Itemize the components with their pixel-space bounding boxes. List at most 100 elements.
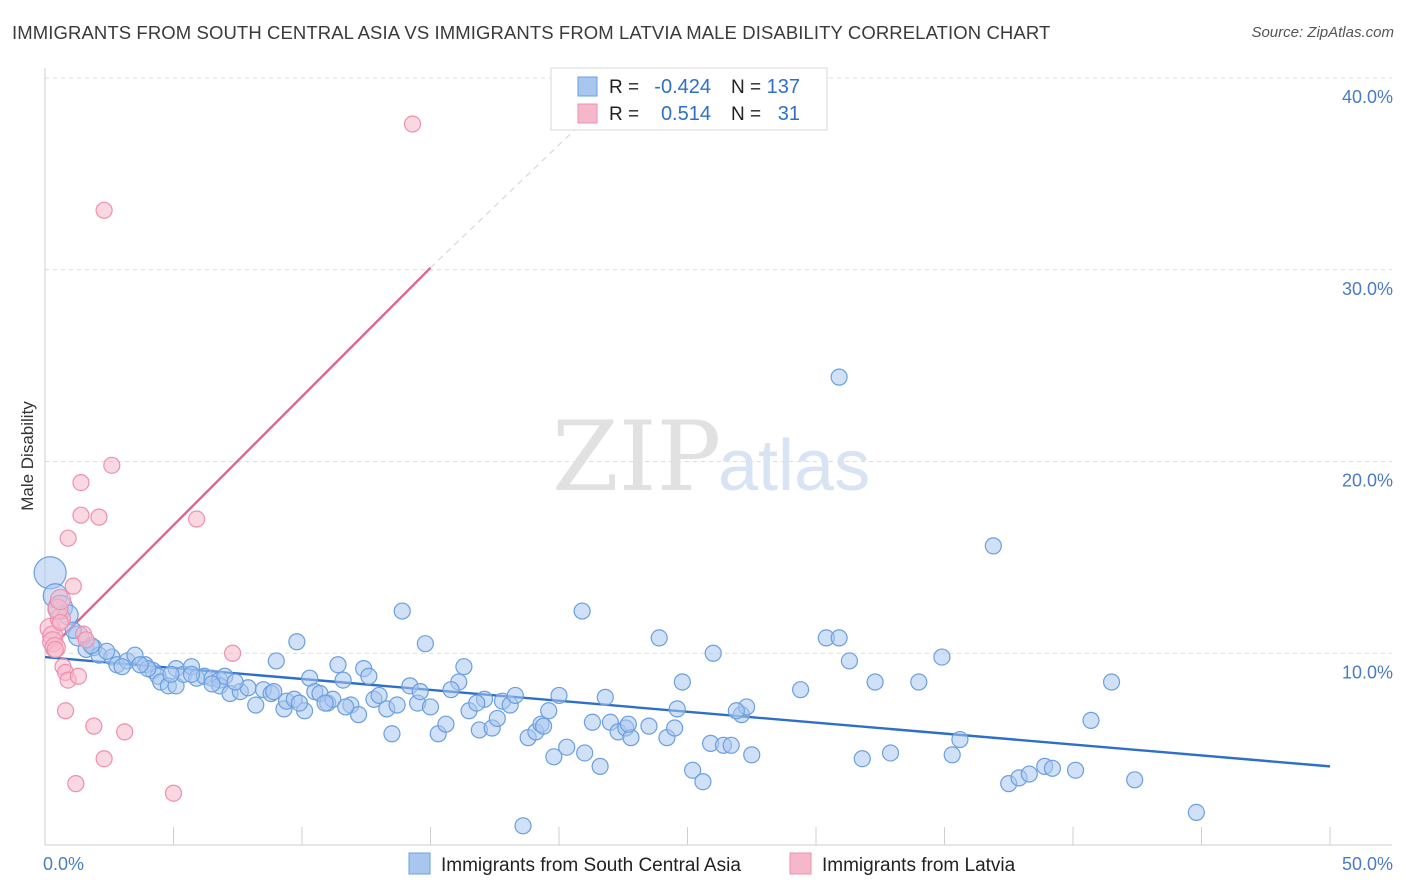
point-south-central-asia xyxy=(1126,771,1144,789)
point-south-central-asia xyxy=(933,648,951,666)
point-south-central-asia xyxy=(1102,673,1121,691)
y-tick-label: 10.0% xyxy=(1342,662,1393,682)
legend-swatch-latvia xyxy=(577,103,598,124)
point-latvia xyxy=(51,613,70,632)
point-south-central-asia xyxy=(514,817,532,835)
point-south-central-asia xyxy=(455,658,473,676)
legend-r-label: R = xyxy=(609,77,639,98)
trend-line-latvia xyxy=(46,266,432,653)
point-south-central-asia xyxy=(393,602,411,620)
point-south-central-asia xyxy=(113,658,131,676)
point-south-central-asia xyxy=(1043,759,1062,777)
point-south-central-asia xyxy=(1187,803,1205,822)
legend-swatch-south-central-asia xyxy=(408,852,431,875)
data-points xyxy=(33,115,1205,835)
trend-line-extension xyxy=(430,119,586,269)
point-south-central-asia xyxy=(162,665,180,683)
point-south-central-asia xyxy=(650,629,668,647)
point-south-central-asia xyxy=(583,713,602,731)
point-south-central-asia xyxy=(550,686,568,705)
point-south-central-asia xyxy=(388,696,406,714)
point-south-central-asia xyxy=(131,656,149,674)
legend-n-value: 31 xyxy=(778,103,800,125)
point-latvia xyxy=(72,473,90,492)
point-latvia xyxy=(46,640,64,659)
point-latvia xyxy=(56,702,75,720)
point-south-central-asia xyxy=(334,671,352,689)
point-south-central-asia xyxy=(411,682,429,701)
point-south-central-asia xyxy=(468,694,486,712)
y-tick-label: 20.0% xyxy=(1342,471,1393,491)
point-south-central-asia xyxy=(668,700,686,718)
point-south-central-asia xyxy=(666,719,684,737)
point-south-central-asia xyxy=(853,750,871,768)
x-tick-label: 50.0% xyxy=(1342,854,1393,874)
correlation-legend: R = -0.424 N = 137 R = 0.514 N = 31 xyxy=(550,67,828,131)
point-south-central-asia xyxy=(540,702,558,720)
point-south-central-asia xyxy=(591,757,609,775)
point-south-central-asia xyxy=(33,556,67,590)
point-south-central-asia xyxy=(704,644,722,662)
point-south-central-asia xyxy=(421,698,440,716)
grid-lines xyxy=(45,77,1392,654)
point-south-central-asia xyxy=(1020,765,1038,783)
point-south-central-asia xyxy=(329,656,347,674)
point-south-central-asia xyxy=(1082,711,1100,729)
series-legend: Immigrants from South Central Asia Immig… xyxy=(408,852,1016,876)
point-latvia xyxy=(64,577,82,595)
point-south-central-asia xyxy=(640,717,658,735)
legend-r-value: -0.424 xyxy=(654,76,711,98)
point-south-central-asia xyxy=(984,537,1002,555)
legend-series-south-central-asia: Immigrants from South Central Asia xyxy=(441,855,741,876)
point-latvia xyxy=(49,588,72,611)
point-south-central-asia xyxy=(182,665,201,683)
watermark-atlas: atlas xyxy=(718,426,870,506)
axes xyxy=(44,68,1392,846)
point-south-central-asia xyxy=(830,368,848,386)
point-latvia xyxy=(72,506,90,524)
legend-n-value: 137 xyxy=(767,76,800,98)
x-tick-labels: 0.0% 50.0% xyxy=(43,854,1393,874)
legend-n-label: N = xyxy=(731,77,761,98)
source-label: Source: ZipAtlas.com xyxy=(1251,24,1394,41)
watermark-zip: ZIP xyxy=(552,401,721,513)
point-south-central-asia xyxy=(840,652,859,670)
point-south-central-asia xyxy=(673,673,691,691)
point-south-central-asia xyxy=(226,673,244,691)
point-south-central-asia xyxy=(442,681,460,699)
point-south-central-asia xyxy=(573,602,591,620)
point-south-central-asia xyxy=(619,715,637,733)
point-latvia xyxy=(90,508,108,526)
point-south-central-asia xyxy=(558,738,576,756)
point-south-central-asia xyxy=(98,642,116,660)
point-south-central-asia xyxy=(866,673,884,691)
point-latvia xyxy=(188,510,206,528)
point-south-central-asia xyxy=(1066,761,1085,779)
point-latvia xyxy=(77,631,95,649)
point-south-central-asia xyxy=(383,725,401,743)
point-south-central-asia xyxy=(545,748,563,766)
y-axis-label: Male Disability xyxy=(18,401,37,511)
point-south-central-asia xyxy=(349,706,368,724)
point-south-central-asia xyxy=(488,709,506,728)
x-tick-label: 0.0% xyxy=(43,854,84,874)
point-latvia xyxy=(103,456,121,474)
legend-swatch-south-central-asia xyxy=(577,76,598,97)
legend-r-value: 0.514 xyxy=(661,103,711,125)
point-south-central-asia xyxy=(290,694,309,712)
point-latvia xyxy=(224,644,242,662)
point-latvia xyxy=(116,723,134,741)
legend-n-label: N = xyxy=(731,104,761,125)
point-south-central-asia xyxy=(791,681,810,699)
point-south-central-asia xyxy=(506,686,524,705)
point-south-central-asia xyxy=(576,744,594,762)
point-latvia xyxy=(403,115,422,133)
point-south-central-asia xyxy=(316,694,334,712)
point-south-central-asia xyxy=(694,773,712,791)
y-tick-labels: 10.0% 20.0% 30.0% 40.0% xyxy=(1342,87,1393,682)
point-latvia xyxy=(164,784,183,802)
legend-r-label: R = xyxy=(609,104,639,125)
point-south-central-asia xyxy=(370,686,388,705)
point-south-central-asia xyxy=(416,635,434,653)
